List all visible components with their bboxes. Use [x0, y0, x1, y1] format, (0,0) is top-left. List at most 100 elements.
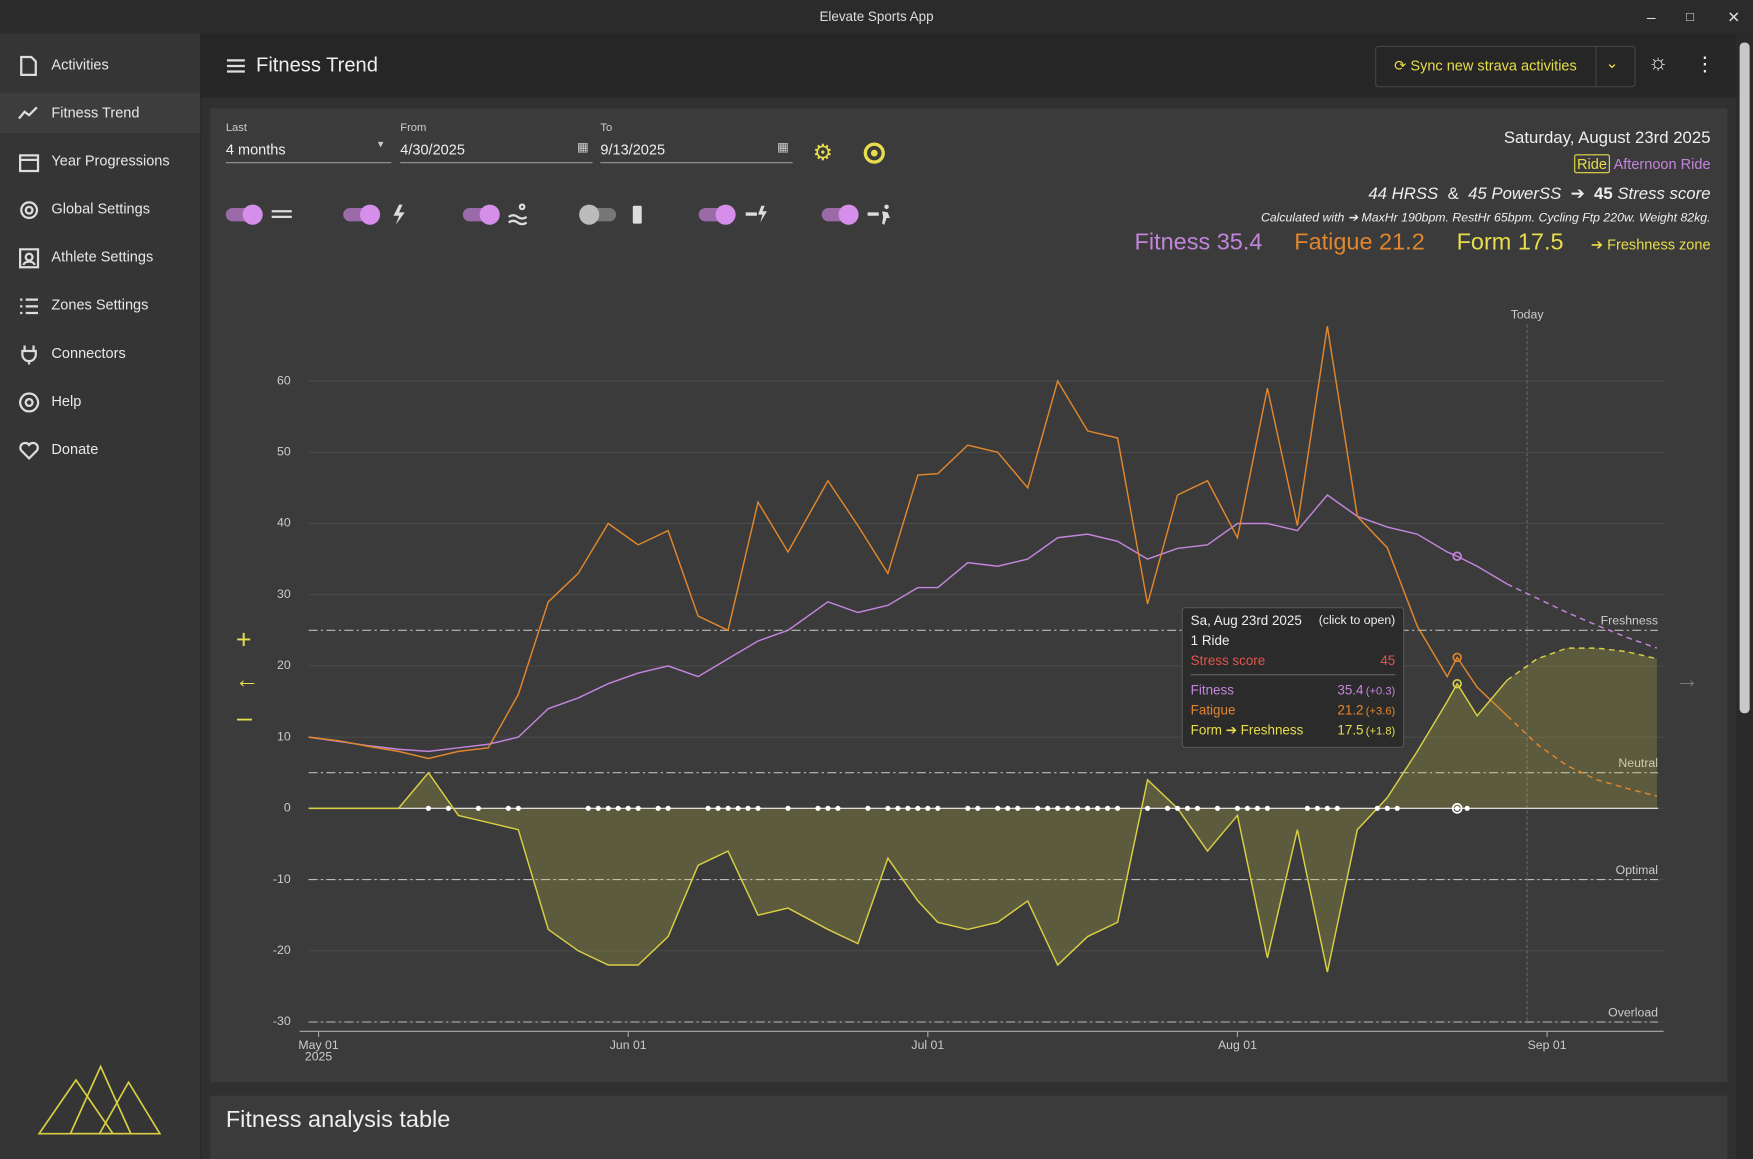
- activity-marker: [595, 805, 601, 811]
- activity-marker: [1304, 805, 1310, 811]
- nav-item[interactable]: Activities: [0, 45, 200, 85]
- selected-date: Saturday, August 23rd 2025: [1503, 128, 1711, 148]
- nav-label: Athlete Settings: [51, 248, 154, 265]
- y-tick-label: -30: [273, 1014, 291, 1028]
- nav-item[interactable]: Donate: [0, 429, 200, 469]
- menu-icon[interactable]: [226, 58, 246, 74]
- nav-icon: [20, 298, 39, 315]
- activity-marker: [635, 805, 641, 811]
- more-menu[interactable]: ⋮: [1694, 52, 1716, 75]
- activity-type: Ride: [1573, 154, 1611, 174]
- nav-item[interactable]: Year Progressions: [0, 141, 200, 181]
- settings-icon[interactable]: ⚙: [812, 140, 833, 166]
- toggle-hr-run[interactable]: [819, 202, 897, 227]
- activity-marker: [785, 805, 791, 811]
- activity-marker: [995, 805, 1001, 811]
- zoom-in[interactable]: +: [235, 624, 252, 656]
- nav-item[interactable]: Zones Settings: [0, 285, 200, 325]
- series-line: [1506, 647, 1658, 681]
- zone-label: Optimal: [1616, 863, 1658, 877]
- nav-item[interactable]: Help: [0, 381, 200, 421]
- sync-text: Sync new strava activities: [1410, 57, 1577, 74]
- activity-marker: [445, 805, 451, 811]
- table-title: Fitness analysis table: [225, 1106, 451, 1133]
- from-value[interactable]: 4/30/2025: [400, 140, 465, 158]
- activity-marker: [815, 805, 821, 811]
- selected-point: [1452, 678, 1462, 689]
- close[interactable]: ✕: [1727, 7, 1741, 26]
- activity-marker: [515, 805, 521, 811]
- activity-marker: [505, 805, 511, 811]
- zone-label: Overload: [1608, 1005, 1658, 1019]
- theme-toggle[interactable]: ☼: [1647, 50, 1669, 75]
- sync-menu[interactable]: ⌄: [1605, 53, 1619, 72]
- pan-left[interactable]: ←: [234, 665, 260, 694]
- nav-label: Year Progressions: [51, 152, 170, 169]
- activity-marker: [705, 805, 711, 811]
- activity-marker: [425, 805, 431, 811]
- activity-marker: [905, 805, 911, 811]
- activity-marker: [655, 805, 661, 811]
- maximize[interactable]: □: [1685, 8, 1695, 25]
- y-tick-label: -20: [273, 943, 291, 957]
- to-label: To: [600, 121, 613, 135]
- stress-score-label: Stress score: [1617, 184, 1711, 204]
- nav-item[interactable]: Global Settings: [0, 189, 200, 229]
- nav-label: Help: [51, 392, 82, 410]
- calculated-with: Calculated with ➔ MaxHr 190bpm. RestHr 6…: [1260, 211, 1711, 225]
- zone-label: Freshness: [1601, 614, 1658, 628]
- tooltip-row-value: 45: [1380, 653, 1395, 669]
- nav-icon: [19, 248, 40, 269]
- power-ss: 45 PowerSS: [1468, 184, 1562, 204]
- series-line: [1506, 715, 1658, 797]
- page-title: Fitness Trend: [256, 53, 378, 77]
- fitness-summary: Fitness 35.4 Fatigue 21.2 Form 17.5 ➔ Fr…: [1135, 229, 1711, 256]
- x-tick-label: Sep 01: [1528, 1038, 1567, 1052]
- activity-marker: [1254, 805, 1261, 811]
- stress-score: 45: [1594, 184, 1613, 204]
- sync-button[interactable]: ⟳ Sync new strava activities ⌄: [1375, 45, 1636, 88]
- nav-item[interactable]: Athlete Settings: [0, 237, 200, 277]
- fatigue-value: Fatigue 21.2: [1294, 229, 1425, 255]
- y-tick-label: 0: [284, 801, 291, 815]
- activity-marker: [725, 805, 731, 811]
- x-tick-label: May 01: [298, 1038, 338, 1052]
- from-label: From: [400, 121, 427, 135]
- tooltip-delta: (+3.6): [1365, 705, 1396, 718]
- activity-marker: [1464, 805, 1470, 811]
- pan-right[interactable]: →: [1674, 665, 1700, 694]
- toggle-battery[interactable]: [578, 202, 656, 227]
- tooltip-value: 17.5: [1337, 722, 1364, 738]
- minimize[interactable]: –: [1646, 7, 1656, 26]
- activity-marker: [1394, 805, 1400, 811]
- help-icon[interactable]: [863, 142, 885, 164]
- activity-marker: [615, 805, 621, 811]
- activity-marker: [605, 805, 611, 811]
- activity-marker: [1454, 805, 1460, 811]
- selected-activity: Ride Afternoon Ride: [1573, 154, 1711, 174]
- freshness-zone[interactable]: ➔ Freshness zone: [1590, 235, 1711, 253]
- activity-marker: [1095, 805, 1101, 811]
- nav-item[interactable]: Connectors: [0, 333, 200, 373]
- nav-label: Zones Settings: [51, 296, 149, 314]
- activity-marker: [925, 805, 931, 811]
- form-value: Form 17.5: [1456, 229, 1564, 255]
- toggle-power[interactable]: [341, 202, 419, 227]
- tooltip[interactable]: Sa, Aug 23rd 2025 (click to open) 1 Ride…: [1181, 607, 1405, 748]
- toggle-swim[interactable]: [461, 202, 539, 227]
- toggle-hr-power[interactable]: [697, 202, 775, 227]
- chart-card: [210, 108, 1728, 1083]
- toggle-distance[interactable]: [224, 202, 302, 227]
- activity-marker: [935, 805, 941, 811]
- tooltip-value: 45: [1380, 652, 1396, 669]
- nav-label: Activities: [51, 55, 109, 73]
- activity-marker: [1115, 805, 1121, 811]
- to-value[interactable]: 9/13/2025: [600, 140, 666, 158]
- nav-item[interactable]: Fitness Trend: [0, 92, 201, 134]
- zoom-out[interactable]: –: [237, 703, 252, 734]
- last-value[interactable]: 4 months: [225, 140, 286, 158]
- activity-name[interactable]: Afternoon Ride: [1613, 155, 1711, 173]
- series-line: [308, 494, 1508, 753]
- activity-marker: [1035, 805, 1041, 811]
- activity-marker: [885, 805, 891, 811]
